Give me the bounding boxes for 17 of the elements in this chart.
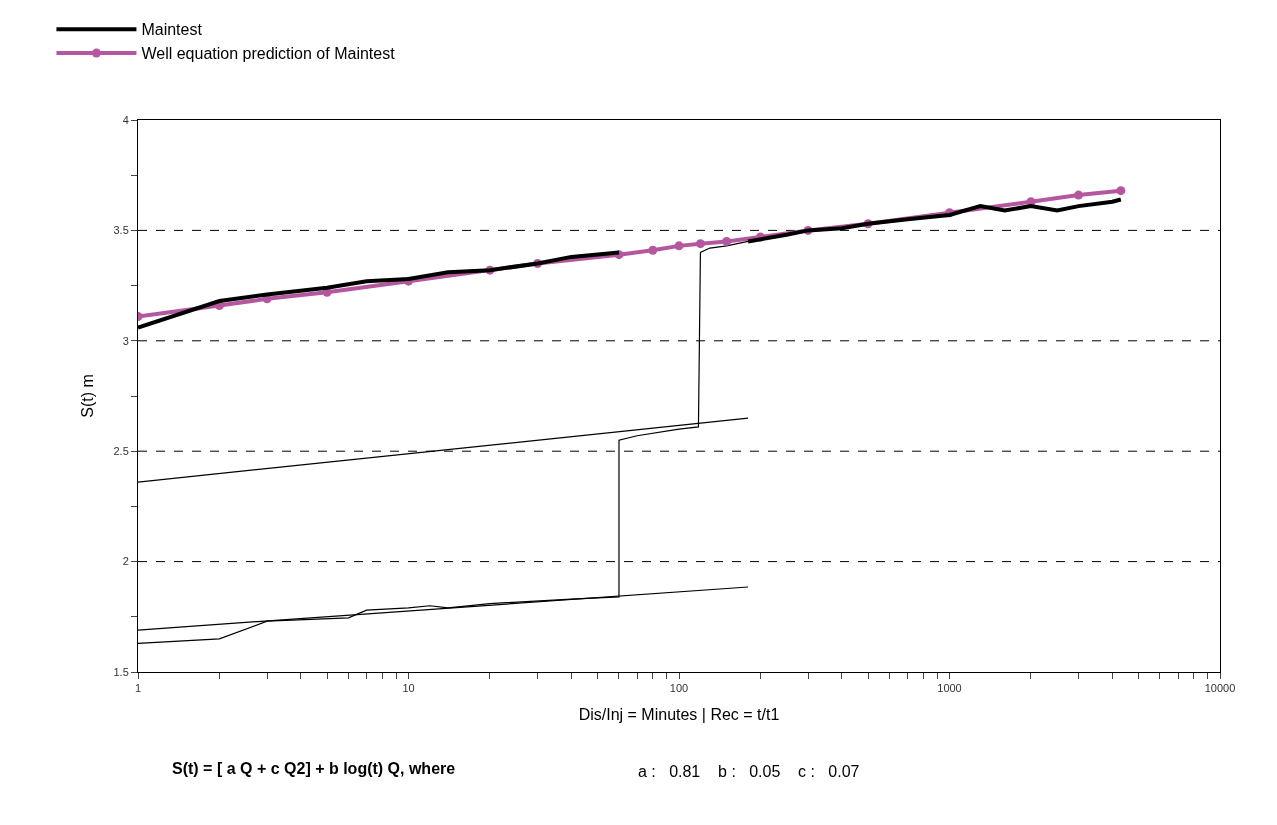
x-tick-label: 1000 — [937, 682, 962, 695]
x-tick-label: 10 — [402, 682, 415, 695]
x-tick-label: 10000 — [1204, 682, 1236, 695]
legend-label: Maintest — [141, 21, 203, 39]
y-tick-label: 4 — [122, 113, 129, 126]
y-tick-label: 2.5 — [113, 445, 129, 458]
text: S(t) = [ a Q + c Q2] + b log(t) Q, where — [172, 760, 456, 777]
x-axis-title: Dis/Inj = Minutes | Rec = t/t1 — [578, 705, 780, 723]
y-tick-label: 2 — [122, 555, 129, 568]
text: a : 0.81 b : 0.05 c : 0.07 — [638, 763, 860, 780]
y-tick-label: 3 — [122, 334, 129, 347]
x-tick-label: 100 — [669, 682, 689, 695]
y-tick-label: 1.5 — [113, 665, 129, 678]
x-tick-label: 1 — [134, 682, 142, 695]
legend-label: Well equation prediction of Maintest — [141, 45, 396, 63]
y-axis-title: S(t) m — [79, 374, 97, 418]
y-tick-label: 3.5 — [113, 224, 129, 237]
